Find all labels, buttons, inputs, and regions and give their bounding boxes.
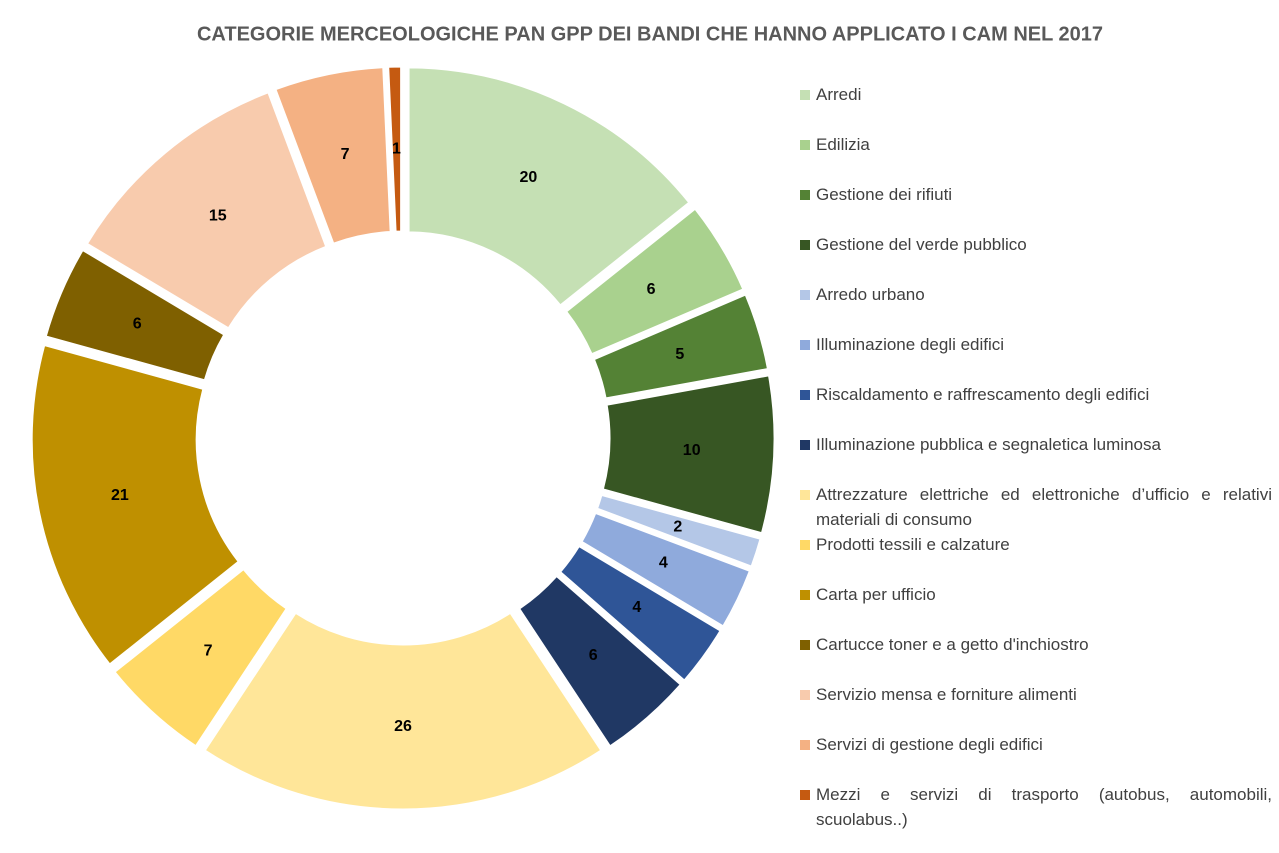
legend-label: Servizio mensa e forniture alimenti — [816, 685, 1077, 704]
legend-swatch — [800, 140, 810, 150]
donut-slice — [408, 67, 690, 306]
legend-label: Cartucce toner e a getto d'inchiostro — [816, 635, 1089, 654]
data-label: 10 — [683, 442, 701, 459]
data-label: 21 — [111, 487, 129, 504]
data-label: 7 — [341, 146, 350, 163]
legend-entry: Edilizia — [800, 132, 1272, 157]
donut-slice — [86, 92, 327, 329]
legend-entry: Gestione dei rifiuti — [800, 182, 1272, 207]
data-label: 15 — [209, 207, 227, 224]
legend-label: Attrezzature elettriche ed elettroniche … — [816, 485, 1272, 529]
legend-swatch — [800, 640, 810, 650]
legend-swatch — [800, 90, 810, 100]
legend-entry: Prodotti tessili e calzature — [800, 532, 1272, 557]
data-label: 4 — [659, 555, 668, 572]
legend-swatch — [800, 440, 810, 450]
donut-slice — [31, 344, 239, 665]
legend-label: Gestione del verde pubblico — [816, 235, 1027, 254]
legend-entry: Mezzi e servizi di trasporto (autobus, a… — [800, 782, 1272, 832]
legend-swatch — [800, 690, 810, 700]
legend-swatch — [800, 540, 810, 550]
legend-label: Illuminazione degli edifici — [816, 335, 1005, 354]
legend-label: Arredi — [816, 85, 862, 104]
legend-entry: Arredo urbano — [800, 282, 1272, 307]
legend-entry: Servizio mensa e forniture alimenti — [800, 682, 1272, 707]
legend-label: Illuminazione pubblica e segnaletica lum… — [816, 435, 1161, 454]
donut-slice — [45, 249, 225, 381]
data-label: 1 — [392, 140, 401, 157]
data-label: 20 — [519, 169, 537, 186]
donut-slice — [602, 375, 775, 534]
data-label: 26 — [394, 718, 412, 735]
donut-slice — [597, 494, 761, 567]
data-label: 4 — [632, 599, 641, 616]
legend-entry: Riscaldamento e raffrescamento degli edi… — [800, 382, 1272, 407]
legend-entry: Servizi di gestione degli edifici — [800, 732, 1272, 757]
donut-slice — [519, 575, 681, 747]
data-label: 6 — [647, 281, 656, 298]
legend-entry: Illuminazione pubblica e segnaletica lum… — [800, 432, 1272, 457]
legend-swatch — [800, 190, 810, 200]
legend-swatch — [800, 390, 810, 400]
donut-slice — [566, 208, 744, 355]
data-label: 6 — [589, 647, 598, 664]
legend-entry: Attrezzature elettriche ed elettroniche … — [800, 482, 1272, 532]
data-label: 7 — [204, 643, 213, 660]
legend-entry: Carta per ufficio — [800, 582, 1272, 607]
legend-label: Mezzi e servizi di trasporto (autobus, a… — [816, 785, 1272, 829]
legend-entry: Arredi — [800, 82, 1272, 107]
legend-swatch — [800, 290, 810, 300]
legend-label: Gestione dei rifiuti — [816, 185, 953, 204]
legend-entry: Cartucce toner e a getto d'inchiostro — [800, 632, 1272, 657]
legend-swatch — [800, 490, 810, 500]
legend-label: Edilizia — [816, 135, 870, 154]
legend-swatch — [800, 340, 810, 350]
legend-swatch — [800, 590, 810, 600]
legend-label: Carta per ufficio — [816, 585, 936, 604]
chart-title: CATEGORIE MERCEOLOGICHE PAN GPP DEI BAND… — [197, 23, 1103, 45]
legend-swatch — [800, 240, 810, 250]
data-label: 2 — [673, 519, 682, 536]
donut-slice — [560, 546, 721, 681]
donut-slice — [114, 569, 287, 747]
legend-label: Prodotti tessili e calzature — [816, 535, 1010, 554]
legend-entry: Gestione del verde pubblico — [800, 232, 1272, 257]
legend-label: Arredo urbano — [816, 285, 925, 304]
donut-slice — [593, 294, 768, 399]
data-label: 5 — [675, 346, 684, 363]
legend-label: Riscaldamento e raffrescamento degli edi… — [816, 385, 1150, 404]
legend-swatch — [800, 790, 810, 800]
donut-slice — [204, 612, 602, 810]
legend-label: Servizi di gestione degli edifici — [816, 735, 1043, 754]
donut-slice — [388, 66, 402, 232]
legend-entry: Illuminazione degli edifici — [800, 332, 1272, 357]
donut-slice — [581, 512, 750, 627]
legend-swatch — [800, 740, 810, 750]
donut-slice — [275, 67, 391, 244]
data-label: 6 — [133, 316, 142, 333]
